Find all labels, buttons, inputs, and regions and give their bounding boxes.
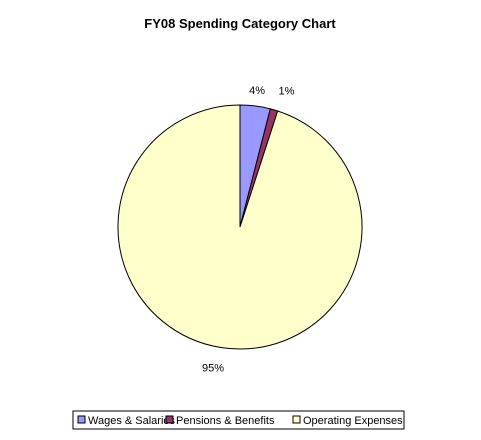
legend-swatch bbox=[77, 415, 86, 424]
slice-percent-label: 4% bbox=[249, 85, 265, 97]
legend-swatch bbox=[292, 415, 301, 424]
legend-box bbox=[72, 410, 405, 430]
legend-label: Wages & Salaries bbox=[88, 415, 176, 427]
legend-label: Operating Expenses bbox=[303, 415, 403, 427]
legend-label: Pensions & Benefits bbox=[176, 415, 275, 427]
slice-labels: 4% 1% 95% bbox=[202, 85, 295, 374]
pie-slices bbox=[117, 104, 363, 350]
chart-title: FY08 Spending Category Chart bbox=[144, 16, 336, 31]
pie-slice-operating-expenses bbox=[117, 104, 363, 350]
slice-percent-label: 1% bbox=[279, 85, 295, 97]
slice-percent-label: 95% bbox=[202, 362, 224, 374]
legend: Wages & Salaries Pensions & Benefits Opera… bbox=[72, 410, 405, 430]
legend-swatch bbox=[165, 415, 174, 424]
